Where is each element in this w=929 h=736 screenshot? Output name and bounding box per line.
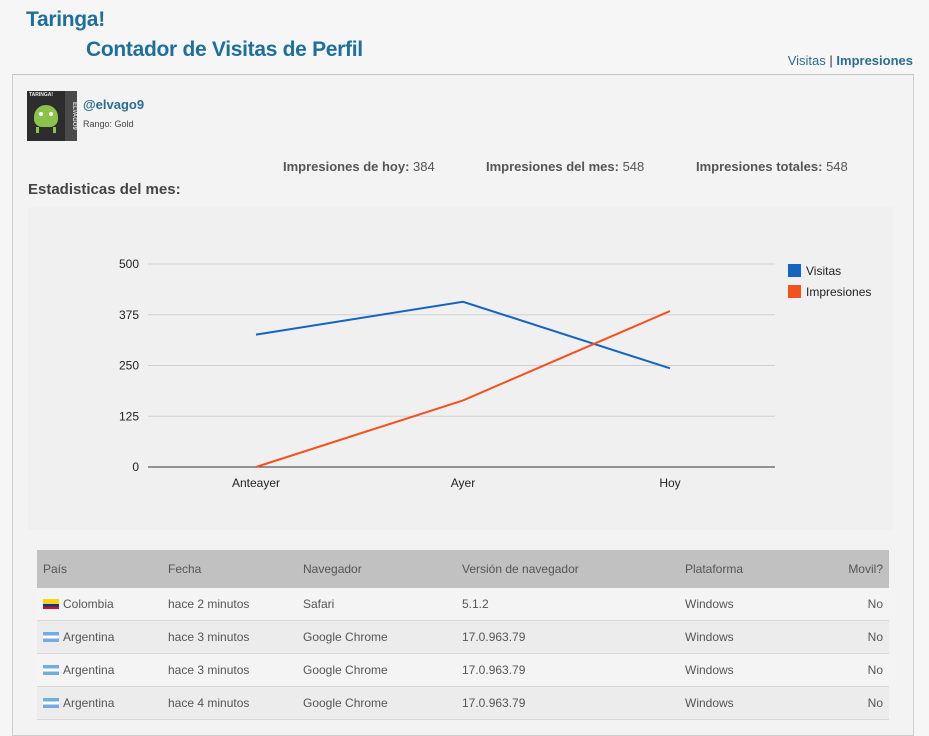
cell-browser: Google Chrome: [297, 620, 456, 654]
cell-version: 17.0.963.79: [456, 686, 679, 720]
avatar[interactable]: TARINGA! ELVAGO9: [27, 91, 77, 141]
x-tick-label: Ayer: [451, 476, 475, 490]
legend-swatch: [788, 285, 801, 298]
stat-value: 548: [826, 159, 848, 174]
legend-label: Impresiones: [806, 285, 871, 299]
line-chart: 0 125 250 375 500 Anteayer Ayer Hoy Visitas Impre…: [28, 207, 893, 530]
site-logo[interactable]: Taringa!: [26, 8, 105, 31]
android-icon: [34, 105, 58, 127]
stat-impressions-month: Impresiones del mes: 548: [486, 159, 644, 174]
cell-date: hace 4 minutos: [162, 686, 297, 720]
col-header-mobile[interactable]: Movil?: [848, 562, 883, 576]
stat-impressions-total: Impresiones totales: 548: [696, 159, 848, 174]
cell-mobile: No: [831, 620, 889, 654]
x-tick-label: Hoy: [659, 476, 680, 490]
argentina-flag-icon: [43, 665, 59, 675]
cell-browser: Google Chrome: [297, 686, 456, 720]
cell-browser: Safari: [297, 588, 456, 621]
country-name: Argentina: [63, 696, 115, 710]
country-name: Argentina: [63, 663, 115, 677]
legend-label: Visitas: [806, 264, 841, 278]
cell-version: 5.1.2: [456, 588, 679, 621]
col-header-browser-version[interactable]: Versión de navegador: [462, 562, 579, 576]
stat-label: Impresiones del mes:: [486, 159, 619, 174]
cell-date: hace 2 minutos: [162, 588, 297, 621]
x-tick-label: Anteayer: [232, 476, 280, 490]
colombia-flag-icon: [43, 599, 59, 609]
cell-country: Argentina: [37, 653, 162, 687]
cell-platform: Windows: [679, 686, 831, 720]
cell-platform: Windows: [679, 620, 831, 654]
y-tick-label: 0: [132, 460, 139, 474]
profile-username[interactable]: @elvago9: [83, 97, 145, 112]
table-row: Argentina hace 4 minutos Google Chrome 1…: [37, 686, 889, 720]
legend-swatch: [788, 264, 801, 277]
argentina-flag-icon: [43, 698, 59, 708]
stat-impressions-today: Impresiones de hoy: 384: [283, 159, 435, 174]
cell-date: hace 3 minutos: [162, 620, 297, 654]
table-row: Argentina hace 3 minutos Google Chrome 1…: [37, 620, 889, 654]
profile-rank: Rango: Gold: [83, 119, 134, 129]
cell-version: 17.0.963.79: [456, 620, 679, 654]
cell-country: Colombia: [37, 588, 162, 621]
cell-mobile: No: [831, 686, 889, 720]
col-header-country[interactable]: País: [43, 562, 68, 576]
country-name: Argentina: [63, 630, 115, 644]
cell-version: 17.0.963.79: [456, 653, 679, 687]
y-tick-label: 375: [119, 308, 139, 322]
col-header-date[interactable]: Fecha: [168, 562, 202, 576]
cell-platform: Windows: [679, 588, 831, 621]
stat-value: 548: [622, 159, 645, 174]
cell-mobile: No: [831, 653, 889, 687]
table-row: Argentina hace 3 minutos Google Chrome 1…: [37, 653, 889, 687]
page-title: Contador de Visitas de Perfil: [86, 38, 363, 61]
nav-impresiones-link[interactable]: Impresiones: [836, 53, 913, 68]
android-legs-icon: [36, 127, 56, 133]
y-tick-label: 250: [119, 359, 139, 373]
nav-separator: |: [829, 53, 833, 68]
avatar-logo-text: TARINGA!: [29, 92, 54, 98]
y-tick-label: 125: [119, 409, 139, 423]
section-title: Estadisticas del mes:: [28, 181, 181, 198]
cell-country: Argentina: [37, 686, 162, 720]
stat-label: Impresiones totales:: [696, 159, 823, 174]
table-row: Colombia hace 2 minutos Safari 5.1.2 Win…: [37, 588, 889, 621]
stat-label: Impresiones de hoy:: [283, 159, 410, 174]
cell-country: Argentina: [37, 620, 162, 654]
cell-mobile: No: [831, 588, 889, 621]
cell-browser: Google Chrome: [297, 653, 456, 687]
nav-visitas-link[interactable]: Visitas: [787, 53, 826, 68]
stat-value: 384: [413, 159, 435, 174]
y-tick-label: 500: [119, 257, 139, 271]
series-line-impresiones: [255, 310, 671, 468]
country-name: Colombia: [63, 597, 114, 611]
col-header-platform[interactable]: Plataforma: [685, 562, 744, 576]
argentina-flag-icon: [43, 632, 59, 642]
table-header-row: País Fecha Navegador Versión de navegado…: [37, 550, 889, 588]
avatar-side-text: ELVAGO9: [65, 91, 77, 141]
col-header-browser[interactable]: Navegador: [303, 562, 362, 576]
chart-svg: 0 125 250 375 500 Anteayer Ayer Hoy Visitas Impre…: [119, 257, 871, 490]
cell-date: hace 3 minutos: [162, 653, 297, 687]
visits-table: País Fecha Navegador Versión de navegado…: [37, 550, 889, 720]
cell-platform: Windows: [679, 653, 831, 687]
series-line-visitas: [255, 300, 671, 370]
top-nav: Visitas | Impresiones: [788, 53, 913, 68]
